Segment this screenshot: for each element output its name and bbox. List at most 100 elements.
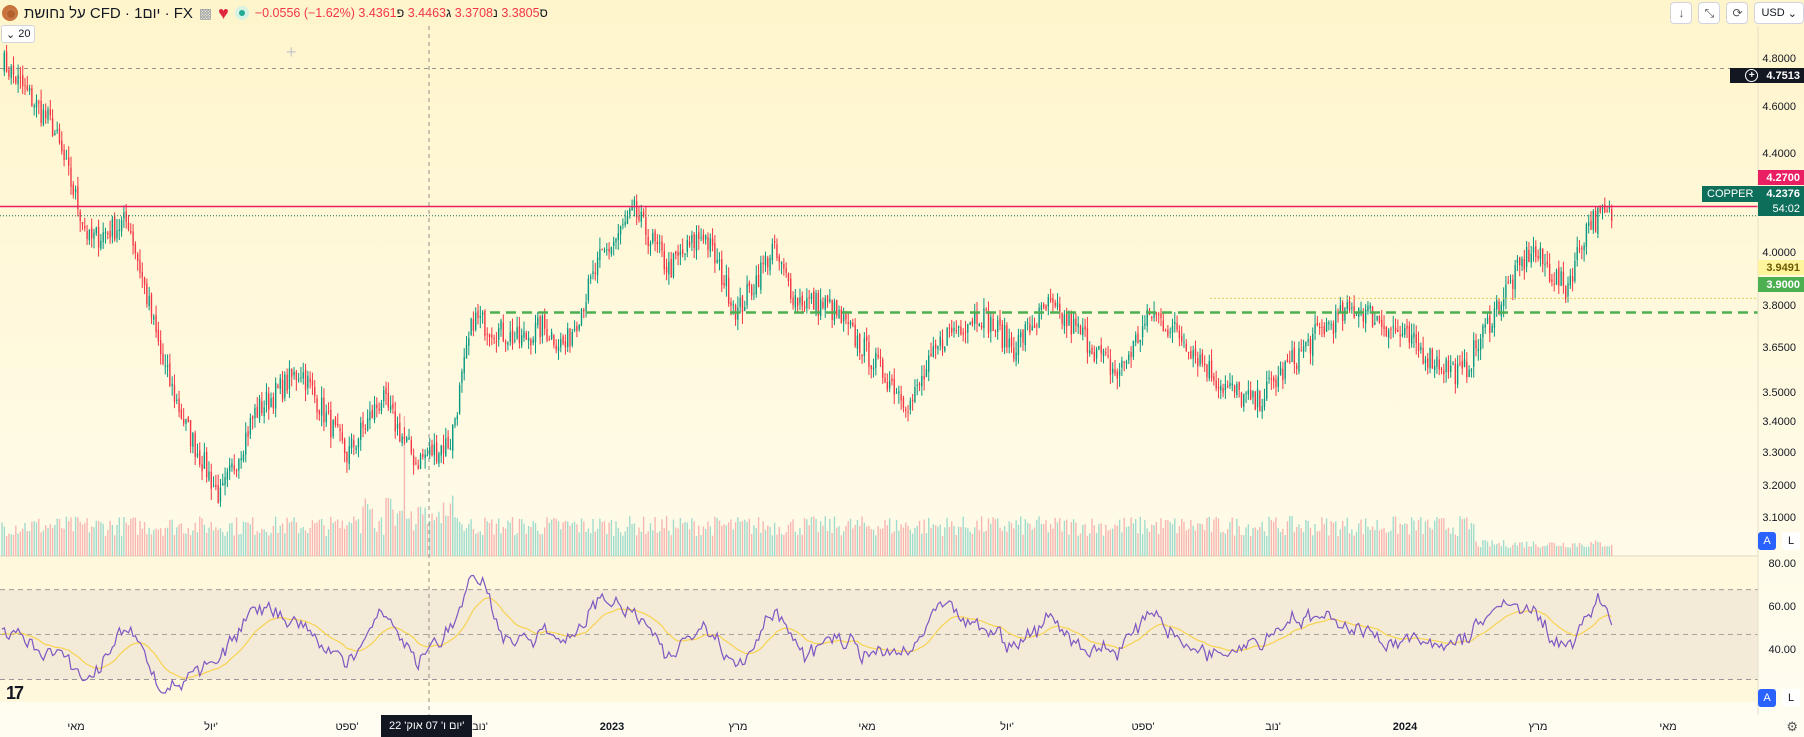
- volume-bar: [435, 516, 438, 556]
- candle-body: [339, 428, 341, 432]
- volume-bar: [859, 526, 861, 556]
- candle-body: [1385, 327, 1388, 337]
- candle-body: [1052, 297, 1054, 303]
- candle-body: [67, 157, 70, 166]
- volume-bar: [123, 516, 125, 556]
- candle-body: [684, 253, 686, 255]
- volume-bar: [656, 532, 659, 556]
- volume-bar: [332, 522, 334, 556]
- candle-body: [127, 222, 130, 230]
- volume-bar: [1542, 546, 1544, 556]
- volume-bar: [1355, 531, 1358, 556]
- candle-body: [541, 315, 544, 337]
- volume-bar: [1604, 546, 1606, 556]
- candle-body: [155, 314, 157, 332]
- time-axis-label: מרץ: [1528, 721, 1548, 733]
- volume-bar: [1049, 524, 1052, 556]
- volume-bar: [81, 524, 84, 556]
- candle-body: [739, 298, 741, 308]
- volume-bar: [366, 504, 369, 556]
- volume-bar: [1339, 529, 1342, 556]
- volume-bar: [1378, 530, 1381, 556]
- volume-bar: [263, 529, 265, 556]
- volume-bar: [544, 527, 546, 556]
- volume-bar: [1337, 535, 1339, 556]
- volume-bar: [1148, 531, 1151, 556]
- volume-bar: [815, 518, 817, 556]
- candle-body: [819, 299, 822, 316]
- currency-select[interactable]: USD ⌄: [1754, 2, 1804, 24]
- volume-bar: [537, 530, 539, 556]
- candle-body: [824, 298, 826, 310]
- candle-body: [1194, 348, 1197, 356]
- flag-icon[interactable]: ▩: [198, 4, 213, 21]
- candle-body: [143, 277, 146, 285]
- rsi-auto-scale-button[interactable]: A: [1758, 689, 1776, 707]
- collapse-icon[interactable]: ⤡: [1698, 2, 1721, 24]
- candle-body: [1279, 367, 1282, 376]
- volume-bar: [268, 535, 270, 556]
- candle-body: [187, 417, 189, 423]
- candle-body: [1364, 309, 1367, 324]
- symbol-title[interactable]: על נחושת CFD · 1יום · FX: [24, 4, 193, 22]
- volume-bar: [143, 522, 146, 556]
- volume-bar: [192, 530, 194, 556]
- candle-body: [166, 365, 169, 368]
- candle-body: [553, 334, 555, 346]
- candle-body: [1001, 324, 1004, 348]
- candle-body: [1256, 388, 1259, 408]
- candle-body: [399, 422, 401, 442]
- candle-body: [1328, 322, 1330, 324]
- candle-body: [681, 249, 684, 254]
- volume-bar: [199, 516, 201, 556]
- volume-bar: [383, 534, 385, 556]
- volume-bar: [994, 519, 997, 556]
- volume-bar: [532, 521, 534, 556]
- volume-bar: [1493, 544, 1496, 556]
- candle-body: [1236, 384, 1238, 395]
- indicator-collapse-button[interactable]: ⌄ 20: [1, 25, 36, 43]
- candle-body: [1026, 322, 1029, 324]
- candle-body: [778, 256, 780, 262]
- candle-body: [100, 240, 102, 249]
- candle-body: [1254, 391, 1256, 410]
- volume-bar: [665, 516, 668, 556]
- rsi-log-scale-button[interactable]: L: [1782, 689, 1800, 707]
- candle-body: [45, 110, 47, 119]
- volume-bar: [1254, 527, 1256, 556]
- candle-body: [1461, 361, 1463, 369]
- scroll-down-icon[interactable]: ↓: [1670, 2, 1693, 24]
- candle-body: [240, 458, 242, 461]
- candle-body: [900, 394, 902, 401]
- volume-bar: [1321, 517, 1323, 556]
- refresh-icon[interactable]: ⟳: [1726, 2, 1749, 24]
- candle-body: [141, 272, 143, 278]
- auto-scale-button[interactable]: A: [1758, 532, 1776, 550]
- volume-bar: [17, 533, 19, 556]
- candle-body: [1560, 271, 1562, 286]
- volume-bar: [911, 533, 914, 556]
- volume-bar: [776, 534, 778, 556]
- volume-bar: [1489, 546, 1491, 556]
- tradingview-logo[interactable]: 17: [6, 683, 24, 703]
- candle-body: [1043, 304, 1045, 308]
- volume-bar: [270, 532, 272, 556]
- volume-bar: [1107, 530, 1109, 556]
- candle-body: [93, 232, 95, 239]
- gear-icon[interactable]: ⚙: [1786, 719, 1798, 734]
- volume-bar: [1105, 524, 1107, 556]
- plus-icon[interactable]: +: [1745, 69, 1759, 82]
- volume-bar: [166, 527, 169, 556]
- alert-price-tag[interactable]: 4.2700: [1758, 170, 1804, 185]
- candle-body: [479, 315, 482, 318]
- candle-body: [1599, 206, 1601, 213]
- candle-body: [661, 241, 663, 251]
- log-scale-button[interactable]: L: [1782, 532, 1800, 550]
- volume-bar: [1300, 528, 1302, 556]
- candle-body: [314, 386, 316, 396]
- candle-body: [1114, 369, 1116, 374]
- volume-bar: [603, 521, 606, 556]
- volume-bar: [120, 535, 123, 556]
- heart-icon[interactable]: ♥: [218, 2, 229, 23]
